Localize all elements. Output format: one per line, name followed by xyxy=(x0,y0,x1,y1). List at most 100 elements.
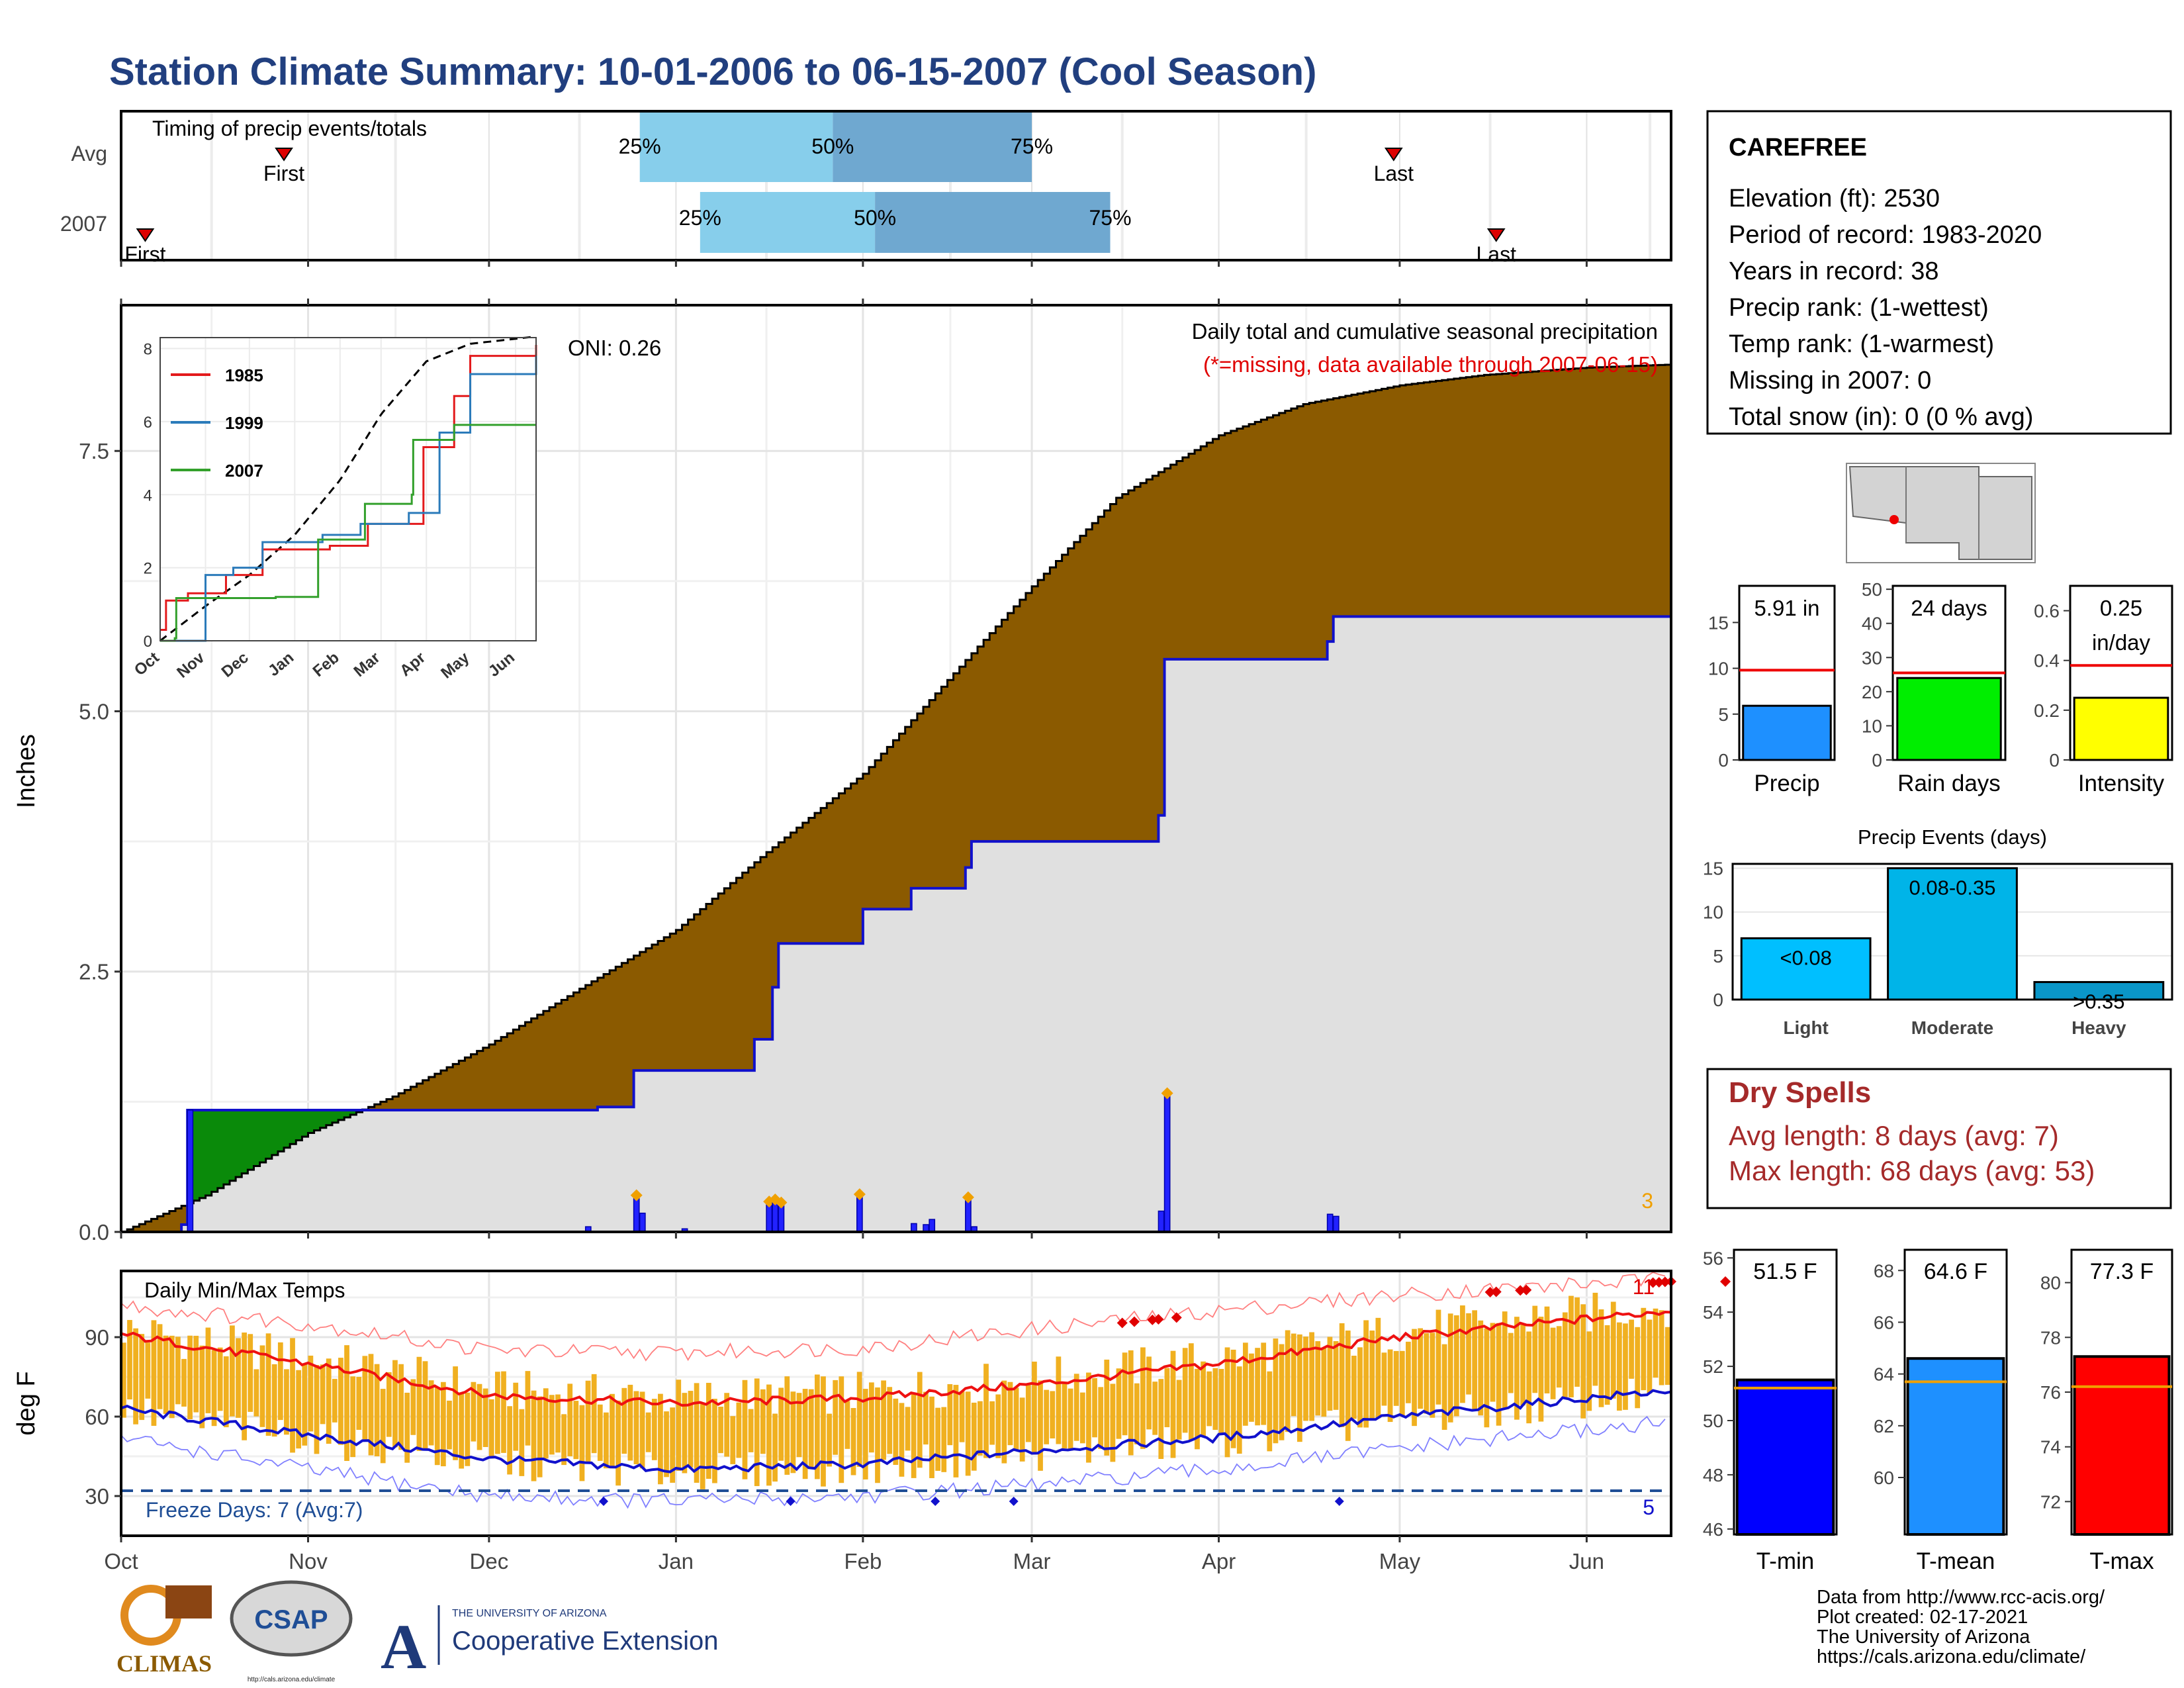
temp-range-bar xyxy=(1550,1327,1556,1399)
temp-range-bar xyxy=(760,1389,766,1454)
event-xlabel: Moderate xyxy=(1911,1017,1993,1038)
events-tick-label: 0 xyxy=(1713,990,1723,1010)
temp-range-bar xyxy=(917,1372,923,1468)
daily-precip-bar xyxy=(778,1205,785,1233)
precip-bar xyxy=(1742,704,1832,761)
inset-ytick-label: 0 xyxy=(144,633,152,651)
tmean-xlabel: T-mean xyxy=(1917,1548,1995,1574)
timing-last-label: Last xyxy=(1476,242,1516,266)
temp-range-bar xyxy=(1261,1342,1267,1425)
raindays-tick-label: 30 xyxy=(1862,647,1882,668)
temp-range-bar xyxy=(1399,1350,1405,1416)
tmin-value-label: 51.5 F xyxy=(1753,1259,1817,1284)
temp-range-bar xyxy=(265,1333,271,1436)
temp-range-bar xyxy=(1424,1333,1430,1414)
temp-summary-bars: 46 48 50 52 54 56 51.5 F T-min 60 62 64 66 68 64.6 F T… xyxy=(1703,1248,2173,1574)
temp-range-bar xyxy=(1140,1347,1146,1449)
tmin-tick-label: 48 xyxy=(1703,1465,1723,1485)
temp-range-bar xyxy=(1158,1379,1164,1459)
footer: CLIMAS CSAP http://cals.arizona.edu/clim… xyxy=(116,1580,2105,1683)
temp-range-bar xyxy=(700,1403,705,1489)
precip-y-ticks: 0.0 2.5 5.0 7.5 xyxy=(79,439,121,1244)
temp-range-bar xyxy=(543,1388,549,1459)
footer-line-3: The University of Arizona xyxy=(1817,1626,2030,1648)
ua-small-text: THE UNIVERSITY OF ARIZONA xyxy=(452,1608,607,1619)
daily-precip-bar xyxy=(965,1200,972,1233)
timing-first-label: First xyxy=(263,162,304,185)
temp-range-bar xyxy=(1623,1323,1628,1410)
temp-range-bar xyxy=(163,1335,169,1414)
temp-range-bar xyxy=(1562,1312,1568,1399)
tmin-bar xyxy=(1735,1378,1835,1536)
cold-days-count: 5 xyxy=(1643,1495,1655,1519)
temp-range-bar xyxy=(827,1413,832,1467)
temp-range-bar xyxy=(1218,1368,1224,1435)
temp-range-bar xyxy=(1430,1333,1435,1418)
temp-range-bar xyxy=(1556,1326,1562,1388)
temp-range-bar xyxy=(1363,1320,1369,1428)
temp-range-bar xyxy=(145,1342,151,1399)
timing-pct-label: 50% xyxy=(811,134,854,158)
temp-range-bar xyxy=(844,1401,850,1449)
temp-range-bar xyxy=(296,1370,302,1449)
temp-range-bar xyxy=(1490,1323,1496,1402)
temp-range-bar xyxy=(1616,1322,1622,1411)
timing-label: Timing of precip events/totals xyxy=(152,117,427,140)
temp-range-bar xyxy=(151,1320,157,1426)
temp-range-bar xyxy=(639,1391,645,1469)
intensity-value-label: 0.25 xyxy=(2100,596,2142,620)
temp-range-bar xyxy=(1598,1309,1604,1407)
temp-range-bar xyxy=(1019,1397,1025,1462)
temp-range-bar xyxy=(1007,1382,1013,1446)
temp-range-bar xyxy=(597,1404,603,1461)
temp-range-bar xyxy=(790,1391,796,1474)
temp-range-bar xyxy=(284,1369,289,1435)
timing-marker-icon xyxy=(1486,228,1506,242)
tmin-tick-label: 50 xyxy=(1703,1411,1723,1431)
temp-range-bar xyxy=(1321,1347,1327,1417)
temp-range-bar xyxy=(453,1366,458,1460)
temp-range-bar xyxy=(688,1391,694,1468)
temp-range-bar xyxy=(923,1391,929,1445)
temp-range-bar xyxy=(911,1393,917,1478)
precip-tick-label: 15 xyxy=(1708,612,1729,633)
raindays-xlabel: Rain days xyxy=(1897,771,2001,796)
csap-wordmark: CSAP xyxy=(254,1605,328,1634)
temp-range-bar xyxy=(1586,1331,1592,1411)
precip-tick-label: 10 xyxy=(1708,659,1729,679)
daily-precip-bar xyxy=(187,1109,194,1233)
timing-marker-icon xyxy=(275,148,293,162)
intensity-bar xyxy=(2073,696,2169,761)
temp-range-bar xyxy=(748,1409,754,1452)
daily-precip-bar xyxy=(1332,1215,1340,1233)
missing-note: (*=missing, data available through 2007-… xyxy=(1203,352,1658,377)
temp-range-bar xyxy=(1460,1305,1465,1403)
temp-range-bar xyxy=(404,1392,410,1463)
inset-line-2007 xyxy=(160,424,536,642)
month-tick-label: Jun xyxy=(1569,1549,1604,1573)
temp-range-bar xyxy=(211,1350,217,1427)
temp-range-bar xyxy=(1375,1317,1381,1419)
temp-range-bar xyxy=(1201,1361,1206,1436)
temp-range-bar xyxy=(1273,1338,1279,1444)
temp-range-bar xyxy=(808,1389,814,1468)
hot-days-count: 11 xyxy=(1633,1275,1655,1299)
temp-range-bar xyxy=(604,1412,609,1469)
temp-range-bar xyxy=(1001,1380,1007,1464)
legend-2007: 2007 xyxy=(225,461,263,481)
temp-range-bar xyxy=(133,1328,138,1425)
dry-avg-length: Avg length: 8 days (avg: 7) xyxy=(1729,1120,2059,1151)
precip-ylabel: Inches xyxy=(13,734,40,808)
temp-range-bar xyxy=(290,1338,295,1453)
tmax-tick-label: 76 xyxy=(2040,1382,2061,1403)
temp-range-bar xyxy=(905,1407,911,1451)
temp-range-bar xyxy=(1116,1368,1122,1439)
dry-spells: Dry Spells Avg length: 8 days (avg: 7) M… xyxy=(1706,1068,2172,1209)
daily-precip-bar xyxy=(1158,1210,1165,1233)
precip-value-label: 5.91 in xyxy=(1754,596,1819,620)
temp-range-bar xyxy=(434,1387,440,1466)
temp-range-bar xyxy=(1086,1372,1091,1463)
temp-range-bar xyxy=(139,1334,145,1421)
avg-max-line xyxy=(120,1311,1672,1407)
temp-range-bar xyxy=(995,1394,1001,1458)
